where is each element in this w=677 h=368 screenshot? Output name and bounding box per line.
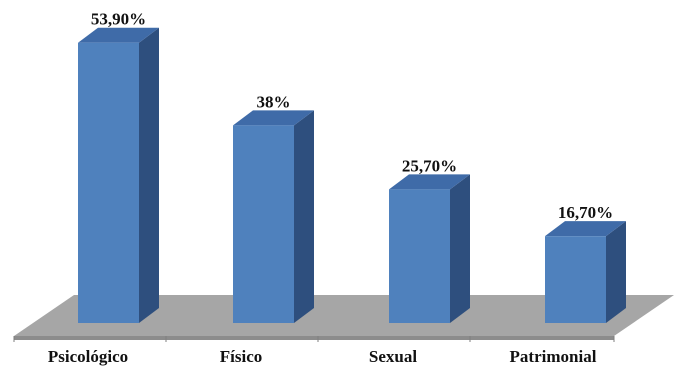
floor-edge [14, 336, 614, 340]
value-label-psicologico: 53,90% [91, 10, 146, 29]
floor-plane [14, 295, 674, 336]
value-label-sexual: 25,70% [402, 156, 457, 175]
value-label-fisico: 38% [257, 92, 291, 111]
category-label-psicologico: Psicológico [48, 347, 128, 366]
chart-floor [14, 295, 674, 340]
bar-side-fisico [294, 110, 314, 324]
category-label-sexual: Sexual [369, 347, 417, 366]
value-labels: 53,90% 38% 25,70% 16,70% [91, 10, 613, 222]
bar-psicologico [78, 42, 139, 323]
bar-sexual [389, 189, 450, 323]
bar-top-fisico [233, 110, 314, 126]
bar-side-psicologico [139, 27, 159, 323]
bar-side-sexual [450, 174, 470, 323]
bar-top-sexual [389, 174, 470, 190]
bar-patrimonial [545, 236, 606, 323]
category-axis: Psicológico Físico Sexual Patrimonial [13, 336, 615, 366]
bar-top-patrimonial [545, 221, 626, 237]
value-label-patrimonial: 16,70% [558, 203, 613, 222]
category-label-patrimonial: Patrimonial [510, 347, 597, 366]
bar-fisico [233, 125, 294, 324]
bar-series [78, 27, 626, 324]
bar-top-psicologico [78, 27, 159, 43]
bar-side-patrimonial [606, 221, 626, 323]
category-label-fisico: Físico [220, 347, 263, 366]
